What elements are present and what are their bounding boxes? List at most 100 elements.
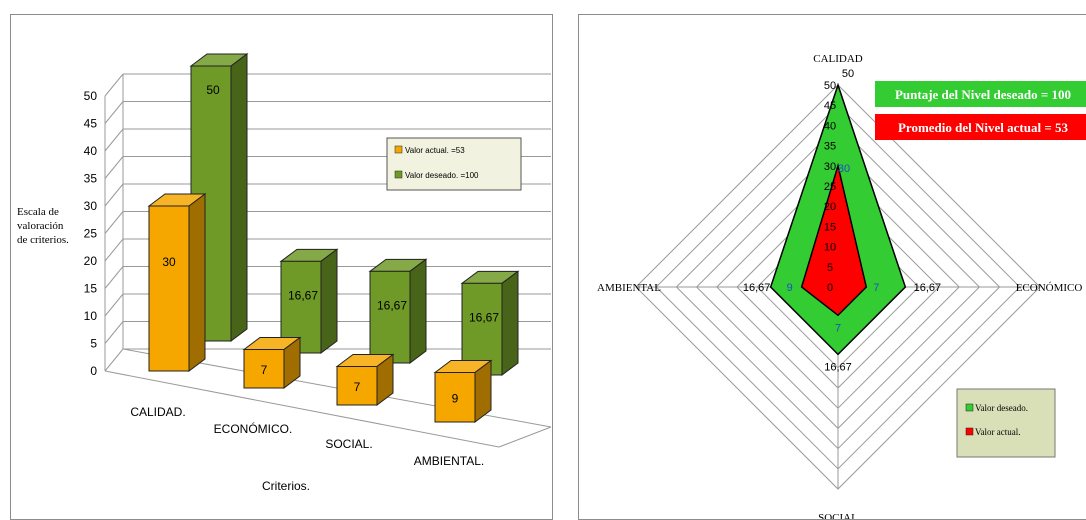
- bar-value-label: 9: [452, 391, 459, 405]
- bar-deseado: [460, 270, 520, 376]
- bar-front-face: [336, 366, 378, 406]
- radar-axis-label: ECONÓMICO: [1016, 282, 1083, 294]
- grid-side-line: [104, 293, 124, 317]
- radar-tick-label: 5: [827, 262, 833, 274]
- category-label: ECONÓMICO.: [214, 421, 293, 436]
- callout-text: Promedio del Nivel actual = 53: [898, 120, 1069, 135]
- y-tick-label: 40: [84, 144, 98, 158]
- y-tick-label: 35: [84, 172, 98, 186]
- category-label: AMBIENTAL.: [414, 454, 484, 468]
- callout-background: [875, 114, 1086, 140]
- radar-area-actual: [800, 162, 868, 317]
- radar-tick-label: 40: [824, 120, 836, 132]
- callout-background: [875, 81, 1086, 107]
- category-label: SOCIAL.: [325, 437, 372, 451]
- grid-side-line: [104, 211, 124, 234]
- bar-side-face: [188, 193, 206, 372]
- bar-front-face: [434, 372, 476, 423]
- x-axis-title: Criterios.: [262, 479, 310, 493]
- radar-tick-label: 45: [824, 100, 836, 112]
- radar-value-label: 30: [838, 163, 850, 175]
- legend-box: [956, 388, 1056, 458]
- bar-front-face: [243, 349, 285, 389]
- radar-axis-label: SOCIAL: [818, 512, 858, 520]
- radar-value-label: 50: [842, 68, 854, 80]
- y-tick-label: 20: [84, 254, 98, 268]
- legend: Valor actual. =53 Valor deseado. =100: [386, 137, 522, 191]
- y-tick-label: 5: [90, 337, 97, 351]
- radar-axis-label: AMBIENTAL: [597, 282, 661, 294]
- radar-tick-label: 30: [824, 161, 836, 173]
- bar-front-face: [369, 270, 411, 364]
- bar-front-face: [461, 282, 503, 376]
- radar-chart-panel: 0 5 10 15 20 25 30 35 40 45 50 CALIDAD ECONÓMICO SOCI…: [578, 14, 1086, 520]
- bar-value-label: 30: [162, 255, 176, 269]
- radar-tick-label: 10: [824, 242, 836, 254]
- radar-axis-label: CALIDAD: [813, 53, 863, 65]
- radar-legend: Valor deseado. Valor actual.: [956, 388, 1056, 458]
- radar-chart: 05101520253035404550CALIDADECONÓMICOSOCI…: [597, 53, 1086, 520]
- bar-actual: [242, 336, 302, 389]
- grid-side-line: [104, 321, 124, 344]
- legend-box: [386, 137, 522, 191]
- y-axis-title: de criterios.: [17, 234, 69, 246]
- grid-side-line: [104, 183, 124, 207]
- radar-tick-label: 20: [824, 201, 836, 213]
- grid-side-line: [104, 128, 124, 152]
- callout-box: Promedio del Nivel actual = 53: [875, 114, 1086, 140]
- bar-value-label: 16,67: [469, 310, 499, 324]
- bar-actual: [433, 359, 493, 423]
- y-tick-label: 25: [84, 227, 98, 241]
- radar-tick-label: 0: [827, 282, 833, 294]
- y-tick-label: 15: [84, 282, 98, 296]
- legend-swatch: [394, 145, 403, 154]
- bar-front-face: [148, 205, 190, 372]
- y-tick-label: 10: [84, 309, 98, 323]
- bar-value-label: 16,67: [377, 298, 407, 312]
- floor-right-edge: [498, 426, 552, 448]
- legend-label: Valor actual. =53: [405, 146, 465, 155]
- bar-chart: 0 5 10 15 20 25 30 35 40 45 50 50 16,67 16,67 16,67 30 7…: [17, 53, 552, 493]
- bar-side-face: [409, 258, 427, 364]
- bar-value-label: 16,67: [288, 288, 318, 302]
- grid-side-line: [104, 266, 124, 289]
- legend-label: Valor deseado.: [975, 403, 1028, 413]
- y-tick-label: 45: [84, 117, 98, 131]
- y-tick-label: 30: [84, 199, 98, 213]
- legend-swatch: [965, 403, 974, 412]
- radar-value-label: 9: [787, 282, 793, 294]
- legend-swatch: [394, 170, 403, 179]
- radar-value-label: 16,67: [824, 361, 852, 373]
- y-tick-label: 50: [84, 89, 98, 103]
- floor-front-edge: [104, 370, 500, 448]
- radar-tick-label: 25: [824, 181, 836, 193]
- bar-side-face: [320, 248, 338, 354]
- legend-label: Valor deseado. =100: [405, 171, 479, 180]
- y-axis-title: valoración: [17, 220, 64, 232]
- grid-side-line: [104, 73, 124, 97]
- bar-value-label: 7: [354, 380, 361, 394]
- y-axis-title: Escala de: [17, 206, 59, 218]
- y-tick-label: 0: [90, 364, 97, 378]
- bar-value-label: 50: [206, 83, 220, 97]
- radar-tick-label: 15: [824, 221, 836, 233]
- grid-side-line: [104, 348, 124, 372]
- radar-value-label: 7: [873, 282, 879, 294]
- bar-side-face: [501, 270, 519, 376]
- grid-side-line: [104, 101, 124, 124]
- callout-text: Puntaje del Nivel deseado = 100: [895, 87, 1071, 102]
- radar-tick-label: 50: [824, 80, 836, 92]
- grid-side-line: [104, 156, 124, 179]
- bar-chart-panel: 0 5 10 15 20 25 30 35 40 45 50 50 16,67 16,67 16,67 30 7…: [10, 14, 553, 520]
- radar-value-label: 16,67: [743, 282, 771, 294]
- bar-actual: [335, 353, 395, 406]
- radar-value-label: 7: [835, 322, 841, 334]
- legend-swatch: [965, 427, 974, 436]
- radar-value-label: 16,67: [914, 282, 942, 294]
- bar-deseado: [279, 248, 339, 354]
- grid-side-line: [104, 238, 124, 262]
- legend-label: Valor actual.: [975, 427, 1020, 437]
- bar-deseado: [368, 258, 428, 364]
- category-label: CALIDAD.: [130, 405, 185, 419]
- callout-box: Puntaje del Nivel deseado = 100: [875, 81, 1086, 107]
